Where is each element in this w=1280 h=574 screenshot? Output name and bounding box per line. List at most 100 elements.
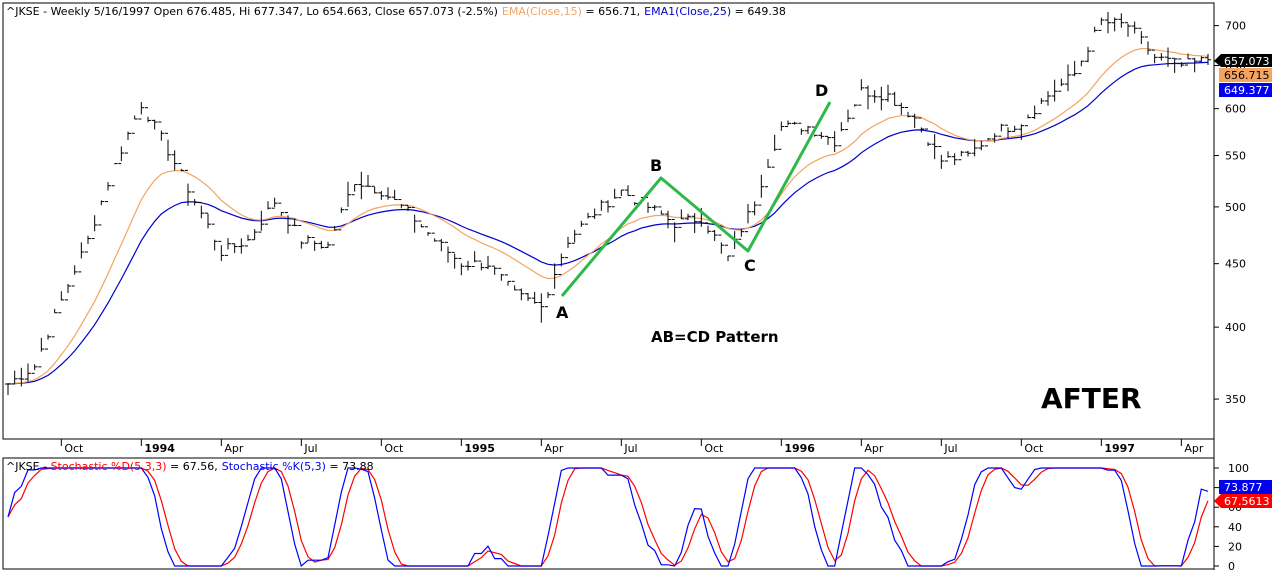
close-value-tag: 657.073: [1214, 54, 1272, 68]
x-tick-label: Apr: [224, 442, 244, 455]
price-bar: [578, 220, 585, 235]
price-bar: [438, 238, 445, 252]
price-bar: [465, 260, 471, 271]
stoch-k-value: = 73.88: [326, 460, 374, 473]
price-bar: [1171, 57, 1178, 73]
ema25-tag-text: 649.377: [1224, 84, 1270, 97]
price-bar: [218, 240, 225, 262]
x-tick-label: 1995: [464, 442, 495, 455]
x-tick-label: Oct: [64, 442, 84, 455]
stoch-tick-label: 20: [1228, 540, 1242, 553]
price-bar: [178, 163, 185, 172]
price-panel-frame: [2, 2, 1215, 440]
price-bar: [498, 267, 505, 281]
stoch-tick-label: 0: [1228, 560, 1235, 573]
price-bar: [931, 134, 938, 160]
x-tick-label: 1996: [784, 442, 815, 455]
price-bar: [1038, 98, 1045, 115]
price-bar: [205, 212, 211, 229]
price-bar: [231, 243, 238, 254]
price-bar: [878, 86, 885, 111]
price-bar: [345, 181, 351, 211]
price-bar: [1091, 26, 1098, 52]
price-bar: [285, 212, 291, 234]
price-bar: [518, 288, 525, 301]
point-c-label: C: [744, 256, 756, 275]
price-bar: [791, 121, 798, 125]
price-bar: [31, 364, 38, 374]
price-bar: [651, 204, 658, 211]
price-bar: [1105, 11, 1111, 34]
price-bar: [325, 241, 331, 248]
price-bar: [291, 218, 298, 227]
price-bar: [765, 158, 771, 188]
price-bar: [45, 334, 51, 350]
price-bar: [71, 265, 78, 287]
price-bar: [118, 146, 125, 165]
price-bar: [1205, 53, 1211, 66]
price-bar: [938, 146, 945, 169]
ema25-line: [7, 61, 1209, 385]
price-bar: [1011, 125, 1018, 132]
price-bar: [25, 363, 31, 382]
stoch-header-symbol: ^JKSE -: [6, 460, 51, 473]
price-bar: [418, 220, 425, 228]
price-bar: [998, 123, 1005, 137]
price-bar: [91, 215, 98, 240]
price-bar: [678, 209, 685, 228]
price-bar: [885, 84, 891, 102]
price-bar: [151, 119, 158, 130]
price-bar: [658, 206, 665, 215]
price-bar: [1198, 56, 1205, 63]
price-bar: [805, 125, 811, 135]
price-bar: [1078, 60, 1085, 75]
price-bar: [1018, 124, 1025, 140]
price-bar: [351, 184, 358, 196]
price-bar: [1185, 53, 1191, 66]
price-bar: [818, 131, 825, 139]
price-bar: [65, 284, 71, 301]
ema25-path: [7, 61, 1209, 385]
price-bar: [38, 337, 45, 368]
price-bar: [425, 226, 431, 236]
price-bar: [1131, 21, 1138, 34]
price-tick-label: 400: [1225, 321, 1246, 334]
price-tick-label: 500: [1225, 201, 1246, 214]
price-bar: [585, 212, 591, 225]
stoch-tick-label: 100: [1228, 462, 1249, 475]
price-bar: [1145, 36, 1151, 55]
price-tick-label: 700: [1225, 20, 1246, 33]
price-bar: [711, 229, 718, 241]
price-bar: [625, 185, 631, 197]
price-bar: [605, 200, 611, 213]
price-bars: [5, 11, 1211, 396]
price-bar: [478, 260, 485, 271]
price-bar: [611, 188, 618, 208]
price-header: ^JKSE - Weekly 5/16/1997 Open 676.485, H…: [6, 5, 786, 18]
price-bar: [18, 367, 25, 387]
price-bar: [131, 115, 138, 134]
price-bar: [771, 134, 778, 168]
ema25-value-tag: 649.377: [1219, 83, 1272, 97]
x-tick-label: 1997: [1104, 442, 1135, 455]
price-bar: [11, 370, 18, 385]
price-bar: [311, 237, 318, 251]
price-bar: [1071, 60, 1078, 77]
price-bar: [858, 79, 865, 106]
point-b-label: B: [650, 156, 662, 175]
price-bar: [271, 197, 278, 209]
stoch-header: ^JKSE - Stochastic %D(5,3,3) = 67.56, Sto…: [6, 460, 374, 473]
price-bar: [1065, 64, 1071, 92]
price-bar: [245, 234, 251, 247]
price-bar: [378, 190, 385, 200]
price-bar: [185, 169, 191, 206]
price-bar: [751, 201, 758, 216]
price-bar: [991, 133, 998, 143]
price-bar: [1085, 46, 1091, 63]
price-bar: [158, 121, 165, 141]
price-bar: [225, 238, 231, 256]
price-bar: [211, 223, 218, 251]
price-bar: [958, 150, 965, 161]
stoch-d-label: Stochastic %D(5,3,3): [51, 460, 167, 473]
